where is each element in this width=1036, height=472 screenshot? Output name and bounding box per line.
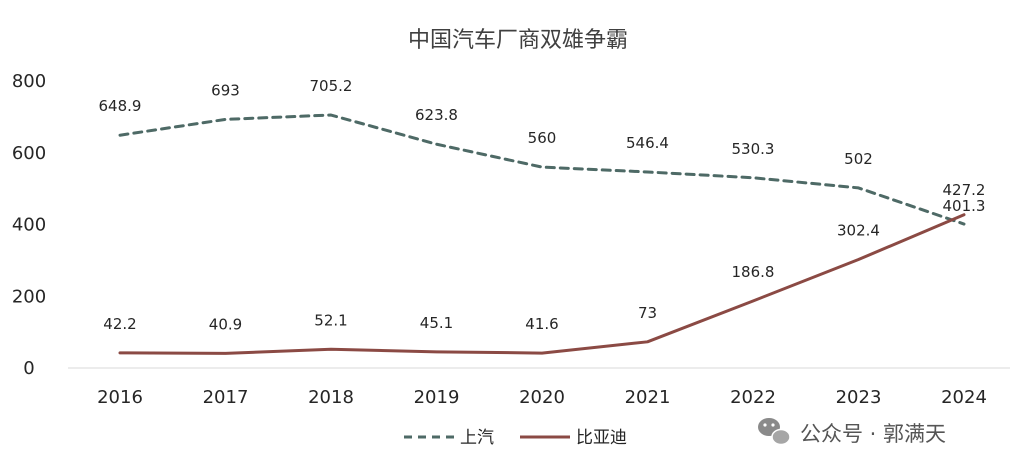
data-label: 45.1 <box>420 314 453 332</box>
legend: 上汽 比亚迪 <box>404 428 627 448</box>
x-tick-label: 2024 <box>941 387 987 408</box>
data-label: 186.8 <box>732 263 775 281</box>
x-tick-label: 2016 <box>97 387 143 408</box>
legend-label: 上汽 <box>460 428 494 448</box>
data-point <box>224 351 228 355</box>
data-label: 401.3 <box>943 197 986 215</box>
data-point <box>857 186 861 190</box>
data-point <box>435 142 439 146</box>
data-label: 73 <box>638 304 657 322</box>
data-point <box>751 299 755 303</box>
y-tick-label: 600 <box>12 143 46 164</box>
data-point <box>857 258 861 262</box>
data-point <box>646 340 650 344</box>
data-point <box>329 347 333 351</box>
series-layer <box>118 113 966 355</box>
data-label: 648.9 <box>99 97 142 115</box>
x-tick-label: 2021 <box>625 387 671 408</box>
data-point <box>751 176 755 180</box>
data-label: 530.3 <box>732 140 775 158</box>
x-tick-label: 2019 <box>414 387 460 408</box>
y-axis: 0 200 400 600 800 <box>12 71 46 379</box>
data-label: 302.4 <box>837 222 880 240</box>
data-point <box>646 170 650 174</box>
y-tick-label: 400 <box>12 215 46 236</box>
y-tick-label: 200 <box>12 286 46 307</box>
data-point <box>962 222 966 226</box>
wechat-icon <box>758 418 791 446</box>
data-point <box>540 165 544 169</box>
series-line-byd <box>118 213 966 355</box>
data-label: 560 <box>528 129 557 147</box>
data-label: 502 <box>844 150 873 168</box>
x-tick-label: 2022 <box>730 387 776 408</box>
data-point <box>224 117 228 121</box>
data-label: 693 <box>211 81 240 99</box>
data-point <box>540 351 544 355</box>
y-tick-label: 0 <box>23 358 34 379</box>
data-label: 546.4 <box>626 134 669 152</box>
data-label: 42.2 <box>103 315 136 333</box>
data-point <box>435 350 439 354</box>
x-tick-label: 2023 <box>836 387 882 408</box>
data-label: 623.8 <box>415 106 458 124</box>
x-axis: 2016 2017 2018 2019 2020 2021 2022 2023 2024 <box>68 367 1010 408</box>
legend-label: 比亚迪 <box>576 428 627 448</box>
data-point <box>118 133 122 137</box>
data-label: 705.2 <box>310 77 353 95</box>
series-line-shangqi <box>118 113 966 226</box>
x-tick-label: 2017 <box>203 387 249 408</box>
watermark: 公众号 · 郭满天 <box>758 418 946 446</box>
data-point <box>118 351 122 355</box>
x-tick-label: 2018 <box>308 387 354 408</box>
chart-title: 中国汽车厂商双雄争霸 <box>408 28 628 53</box>
watermark-text: 公众号 · 郭满天 <box>800 422 946 446</box>
x-tick-label: 2020 <box>519 387 565 408</box>
y-tick-label: 800 <box>12 71 46 92</box>
data-label: 40.9 <box>209 315 242 333</box>
data-label: 52.1 <box>314 311 347 329</box>
data-point <box>329 113 333 117</box>
data-label: 41.6 <box>525 315 558 333</box>
data-label: 427.2 <box>943 181 986 199</box>
